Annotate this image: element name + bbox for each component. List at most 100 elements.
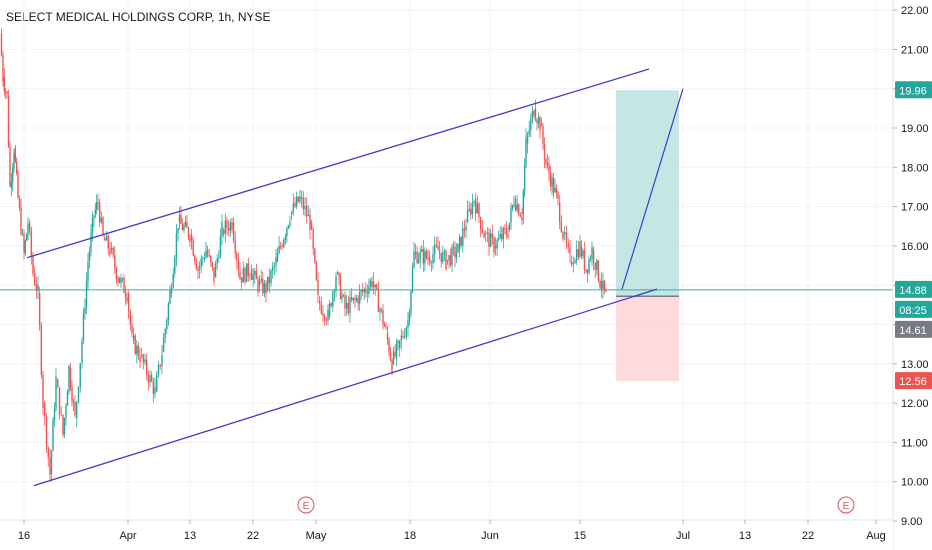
candle-body: [416, 251, 418, 263]
candle-body: [314, 248, 316, 263]
candle-body: [11, 167, 14, 182]
candle-body: [94, 209, 97, 215]
candle-body: [15, 161, 18, 174]
channel-lower-line[interactable]: [33, 288, 658, 487]
candle-body: [132, 335, 135, 341]
candle-body: [405, 327, 408, 337]
date-tick-label: 18: [404, 530, 416, 542]
projection-line[interactable]: [621, 88, 684, 290]
candle-body: [579, 241, 581, 257]
candle-body: [240, 277, 243, 283]
candle-body: [425, 251, 428, 258]
candle-body: [194, 255, 196, 262]
price-tick-label: 21.00: [901, 44, 929, 56]
earnings-marker-icon[interactable]: [837, 496, 855, 514]
candle-body: [109, 248, 111, 255]
earnings-marker-icon[interactable]: [297, 496, 315, 514]
candle-body: [52, 419, 54, 451]
date-tick-label: 22: [247, 530, 259, 542]
candle-body: [395, 343, 398, 357]
candle-body: [270, 270, 272, 284]
candle-body: [249, 275, 251, 277]
candle-body: [234, 240, 236, 254]
candle-body: [189, 237, 191, 242]
candle-body: [336, 272, 339, 274]
candle-body: [224, 220, 227, 234]
candle-body: [37, 284, 39, 291]
candle-body: [327, 309, 329, 321]
candle-body: [474, 198, 477, 214]
candle-body: [221, 221, 223, 237]
candle-body: [110, 248, 113, 250]
candle-body: [156, 375, 158, 392]
candle-body: [159, 364, 161, 367]
candle-body: [560, 221, 563, 232]
candle-body: [494, 245, 497, 249]
candle-body: [77, 386, 80, 402]
candle-body: [254, 270, 256, 275]
candle-body: [289, 221, 291, 226]
candle-body: [369, 280, 372, 287]
price-tick-label: 19.00: [901, 123, 929, 135]
candle-body: [6, 91, 8, 94]
candle-body: [403, 336, 406, 338]
candle-body: [522, 190, 525, 215]
channel-upper-line[interactable]: [26, 68, 650, 259]
candle-body: [603, 280, 606, 290]
candle-body: [287, 225, 290, 228]
candle-body: [200, 258, 202, 267]
candle-body: [45, 416, 48, 448]
date-tick-label: 13: [739, 530, 751, 542]
candle-body: [383, 324, 386, 327]
profit-zone: [616, 90, 679, 297]
candle-body: [514, 198, 517, 211]
candle-body: [229, 222, 232, 231]
candle-body: [112, 248, 114, 255]
price-axis[interactable]: 22.0021.0020.0019.0018.0017.0016.0015.00…: [892, 0, 932, 550]
candle-body: [134, 335, 136, 354]
candle-body: [190, 234, 193, 241]
candle-body: [105, 235, 108, 241]
candle-body: [575, 249, 578, 261]
candle-body: [23, 233, 25, 252]
candle-body: [320, 304, 323, 314]
candle-body: [574, 260, 576, 264]
candle-body: [379, 309, 381, 312]
candle-body: [342, 295, 345, 297]
candle-body: [596, 260, 598, 270]
candle-body: [460, 236, 462, 246]
candle-body: [499, 234, 501, 238]
candle-body: [265, 283, 267, 294]
candle-body: [232, 222, 235, 241]
candle-body: [430, 262, 433, 264]
candle-body: [479, 217, 482, 230]
candle-body: [222, 230, 225, 234]
candle-body: [454, 247, 456, 258]
candle-body: [244, 268, 246, 282]
price-tick-label: 22.00: [901, 5, 929, 17]
candle-body: [594, 262, 596, 270]
candle-body: [142, 354, 145, 363]
candle-body: [552, 177, 555, 193]
candle-body: [27, 223, 29, 234]
candle-body: [271, 267, 274, 271]
candle-body: [583, 250, 586, 270]
candle-body: [421, 249, 423, 252]
candle-body: [537, 117, 540, 124]
candle-body: [465, 226, 467, 231]
candle-body: [330, 303, 332, 307]
candle-body: [58, 387, 61, 415]
candle-body: [17, 173, 19, 198]
candle-body: [352, 297, 355, 301]
candle-body: [95, 202, 98, 210]
candle-body: [88, 251, 91, 262]
candle-body: [428, 257, 431, 263]
price-tick-label: 9.00: [901, 516, 922, 528]
candle-body: [250, 269, 253, 280]
candle-body: [30, 231, 33, 257]
candle-body: [354, 297, 356, 300]
date-axis[interactable]: 16 Apr 13 22 May 18 Jun 15 Jul 13 22 Aug: [0, 519, 893, 550]
candle-body: [117, 279, 119, 282]
